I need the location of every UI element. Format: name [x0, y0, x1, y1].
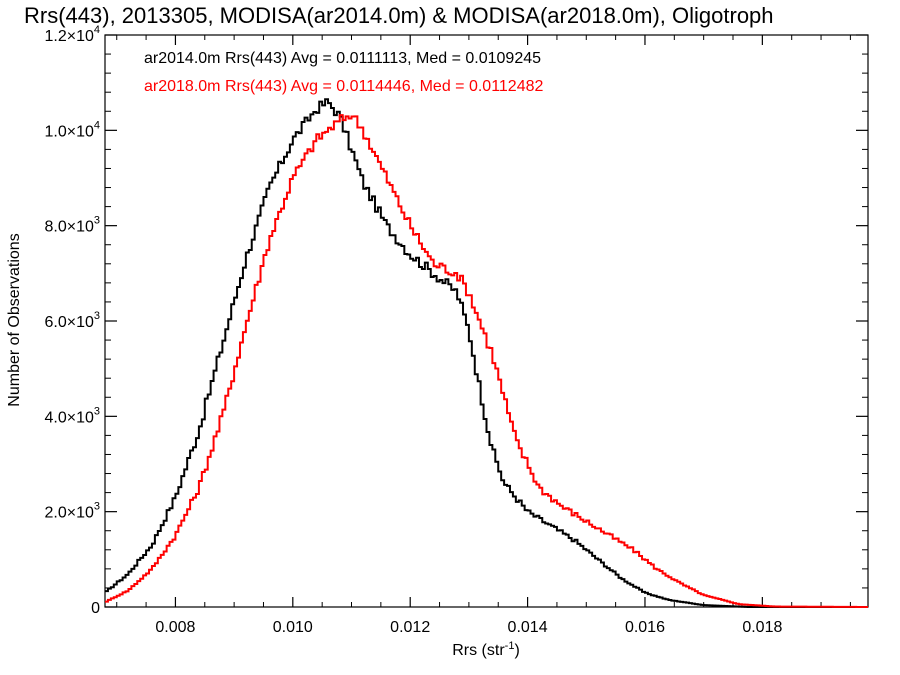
chart-title: Rrs(443), 2013305, MODISA(ar2014.0m) & M… — [24, 3, 774, 28]
x-tick-label: 0.010 — [273, 619, 313, 636]
x-tick-label: 0.012 — [390, 619, 430, 636]
y-tick-label: 1.0×104 — [44, 119, 100, 140]
y-axis-label: Number of Observations — [6, 233, 23, 406]
legend-entry-ar2014: ar2014.0m Rrs(443) Avg = 0.0111113, Med … — [144, 50, 541, 67]
series-layer — [105, 98, 868, 608]
x-tick-label: 0.008 — [155, 619, 195, 636]
x-axis-label: Rrs (str-1) — [452, 640, 520, 659]
x-tick-label: 0.018 — [742, 619, 782, 636]
y-tick-label: 4.0×103 — [44, 405, 100, 426]
x-tick-label: 0.014 — [508, 619, 548, 636]
y-tick-label: 8.0×103 — [44, 215, 100, 236]
plot-frame — [104, 34, 869, 608]
y-tick-label: 6.0×103 — [44, 310, 100, 331]
series-ar2014-histogram — [105, 98, 868, 608]
y-tick-label: 0 — [91, 600, 100, 617]
y-tick-label: 2.0×103 — [44, 501, 100, 522]
series-ar2018-histogram — [105, 114, 868, 608]
y-tick-label: 1.2×104 — [44, 24, 100, 45]
y-axis-ticks: 0 2.0×103 4.0×103 6.0×103 8.0×103 1.0×104 1.2×… — [44, 24, 868, 617]
legend-entry-ar2018: ar2018.0m Rrs(443) Avg = 0.0114446, Med … — [144, 78, 543, 95]
x-axis-ticks: 0.008 0.010 0.012 0.014 0.016 0.018 — [116, 35, 851, 636]
x-tick-label: 0.016 — [625, 619, 665, 636]
